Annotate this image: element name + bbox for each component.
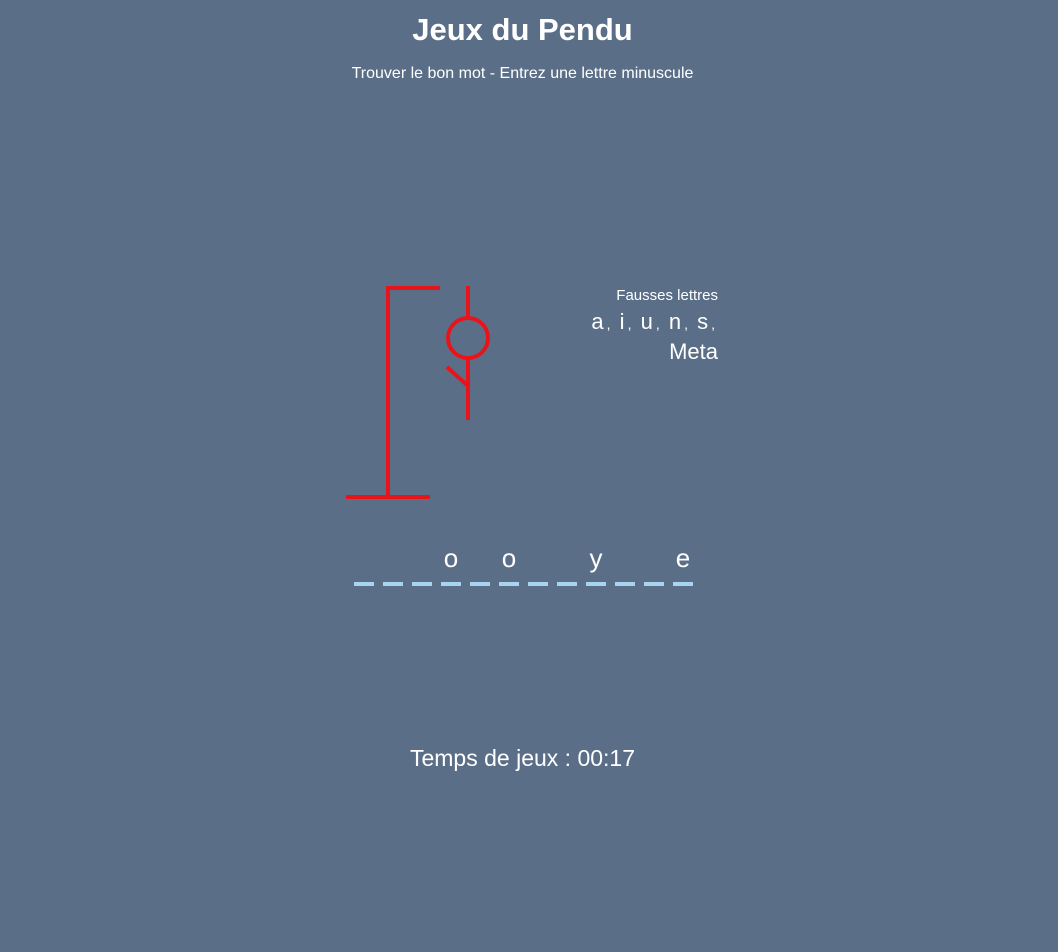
letter-slot — [354, 540, 383, 590]
letter-slot: e — [673, 540, 702, 590]
letter-dash — [412, 582, 432, 586]
hangman-arm — [445, 365, 470, 388]
letter-slot: o — [499, 540, 528, 590]
wrong-letters-panel: Fausses lettres a, i, u, n, s, Meta — [538, 287, 718, 366]
wrong-letter: u — [640, 309, 653, 334]
letter-dash — [354, 582, 374, 586]
wrong-letters-list: a, i, u, n, s, Meta — [591, 309, 718, 364]
letter — [470, 540, 490, 576]
letter-slot — [528, 540, 557, 590]
wrong-letter: s — [697, 309, 709, 334]
letter-slot: y — [586, 540, 615, 590]
wrong-letter: n — [668, 309, 682, 334]
hangman-head — [446, 316, 490, 360]
letter-slot — [412, 540, 441, 590]
letter-dash — [441, 582, 461, 586]
wrong-letter: i — [619, 309, 625, 334]
letter — [383, 540, 403, 576]
word-display: o o y e — [354, 540, 702, 590]
letter: o — [501, 543, 517, 573]
wrong-letter: Meta — [669, 339, 718, 364]
letter-dash — [499, 582, 519, 586]
letter — [557, 540, 577, 576]
letter-dash — [557, 582, 577, 586]
letter-dash — [528, 582, 548, 586]
letter-dash — [615, 582, 635, 586]
letter-dash — [470, 582, 490, 586]
letter — [528, 540, 548, 576]
letter-slot — [644, 540, 673, 590]
letter: y — [589, 543, 603, 573]
letter — [615, 540, 635, 576]
letter-slot — [383, 540, 412, 590]
letter-slot — [557, 540, 586, 590]
letter-dash — [644, 582, 664, 586]
letter: e — [675, 543, 691, 573]
letter — [412, 540, 432, 576]
wrong-letter: a — [591, 309, 604, 334]
letter-slot — [470, 540, 499, 590]
letter — [354, 540, 374, 576]
page-title: Jeux du Pendu — [412, 12, 633, 47]
game-timer: Temps de jeux : 00:17 — [409, 745, 636, 771]
letter-dash — [586, 582, 606, 586]
letter-slot: o — [441, 540, 470, 590]
hangman-figure — [445, 286, 490, 420]
gallows-drawing — [346, 286, 440, 499]
letter-dash — [383, 582, 403, 586]
page-subtitle: Trouver le bon mot - Entrez une lettre m… — [351, 65, 694, 82]
wrong-letters-title: Fausses lettres — [616, 287, 718, 304]
letter: o — [443, 543, 459, 573]
letter-slot — [615, 540, 644, 590]
letter — [644, 540, 664, 576]
letter-dash — [673, 582, 693, 586]
